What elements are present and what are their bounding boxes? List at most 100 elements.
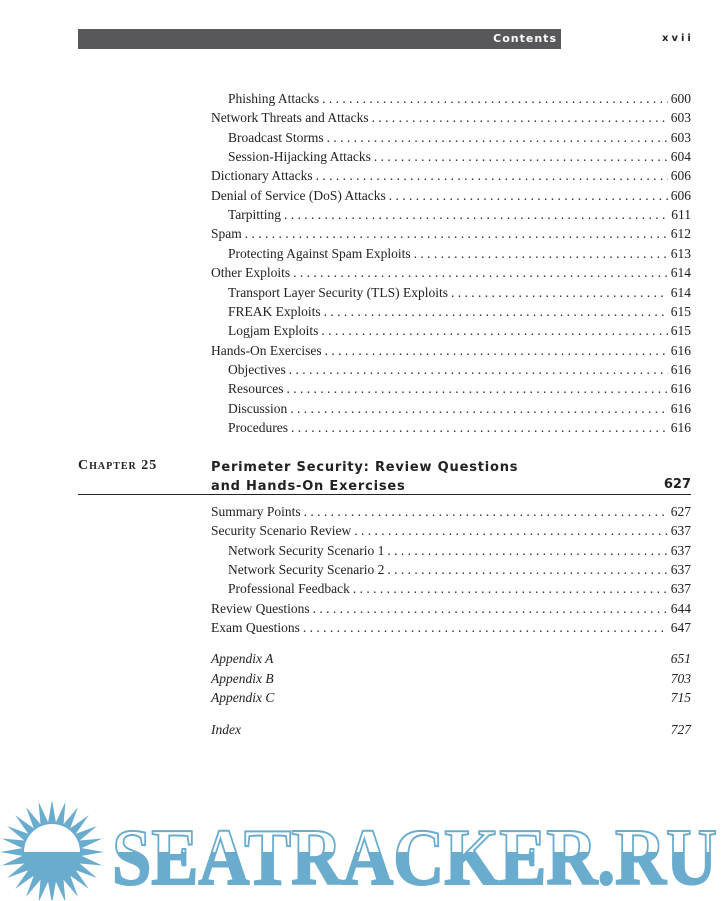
leader-dots xyxy=(324,304,668,320)
chapter-label: Chapter 25 xyxy=(78,458,158,473)
chapter-title: Perimeter Security: Review Questions and… xyxy=(211,458,518,496)
watermark-logo: SEATRACKER.RU SEATRACKER.RU xyxy=(0,800,718,900)
leader-dots xyxy=(354,523,668,539)
toc-entry[interactable]: Network Threats and Attacks 603 xyxy=(211,110,691,128)
toc-entry[interactable]: Appendix C 715 xyxy=(211,690,691,708)
toc-entry[interactable]: Session-Hijacking Attacks 604 xyxy=(228,149,691,167)
toc-entry-title: Objectives xyxy=(228,361,286,377)
toc-entry-page: 604 xyxy=(670,149,691,165)
toc-entry-title: Other Exploits xyxy=(211,265,291,281)
toc-entry-page: 637 xyxy=(670,542,691,558)
page-number: xvii xyxy=(662,33,694,44)
toc-entry-page: 603 xyxy=(670,110,691,126)
toc-entry-page: 614 xyxy=(670,284,691,300)
toc-entry[interactable]: Objectives 616 xyxy=(228,362,691,380)
toc-entry-page: 611 xyxy=(671,207,691,223)
leader-dots xyxy=(389,188,668,204)
watermark-text-fill: SEATRACKER.RU xyxy=(112,814,717,900)
chapter-title-line: and Hands-On Exercises xyxy=(211,479,406,494)
leader-dots xyxy=(414,246,668,262)
toc-entry-title: Tarpitting xyxy=(228,207,282,223)
toc-entry-title: Broadcast Storms xyxy=(228,129,324,145)
toc-entry-title: Appendix C xyxy=(211,690,275,705)
toc-entry-page: 616 xyxy=(670,342,691,358)
toc-entry[interactable]: Security Scenario Review 637 xyxy=(211,523,691,541)
toc-entry-title: FREAK Exploits xyxy=(228,303,321,319)
leader-dots xyxy=(289,362,668,378)
toc-entry[interactable]: Resources 616 xyxy=(228,381,691,399)
leader-dots xyxy=(322,91,668,107)
toc-entry-page: 703 xyxy=(670,670,691,686)
chapter-page: 627 xyxy=(663,477,691,492)
toc-entry-title: Resources xyxy=(228,381,284,397)
toc-entry-page: 606 xyxy=(670,168,691,184)
toc-entry[interactable]: Transport Layer Security (TLS) Exploits 6… xyxy=(228,285,691,303)
leader-dots xyxy=(245,226,668,242)
toc-entry-page: 612 xyxy=(670,226,691,242)
toc-entry-title: Spam xyxy=(211,226,242,242)
toc-entry-title: Review Questions xyxy=(211,600,310,616)
toc-entry[interactable]: Appendix A 651 xyxy=(211,651,691,669)
toc-entry-page: 615 xyxy=(670,323,691,339)
toc-entry-title: Denial of Service (DoS) Attacks xyxy=(211,187,386,203)
toc-entry-title: Network Security Scenario 1 xyxy=(228,542,385,558)
toc-entry[interactable]: Other Exploits 614 xyxy=(211,265,691,283)
toc-entry[interactable]: Broadcast Storms 603 xyxy=(228,130,691,148)
leader-dots xyxy=(387,543,667,559)
toc-entry[interactable]: Summary Points 627 xyxy=(211,504,691,522)
toc-entry-page: 715 xyxy=(670,690,691,705)
toc-entry[interactable]: FREAK Exploits 615 xyxy=(228,304,691,322)
leader-dots xyxy=(451,285,668,301)
leader-dots xyxy=(353,581,668,597)
index-page: 727 xyxy=(670,722,691,737)
leader-dots xyxy=(304,504,668,520)
toc-entry[interactable]: Denial of Service (DoS) Attacks 606 xyxy=(211,188,691,206)
toc-entry-title: Summary Points xyxy=(211,504,301,519)
toc-entry-title: Session-Hijacking Attacks xyxy=(228,149,371,165)
toc-entry[interactable]: Network Security Scenario 2 637 xyxy=(228,562,691,580)
chapter-rule xyxy=(78,494,691,495)
toc-entry[interactable]: Exam Questions 647 xyxy=(211,620,691,638)
toc-entry-title: Dictionary Attacks xyxy=(211,168,313,184)
toc-entry-page: 644 xyxy=(670,600,691,616)
toc-entry-page: 647 xyxy=(670,620,691,636)
leader-dots xyxy=(303,620,668,636)
toc-entry-page: 614 xyxy=(670,265,691,281)
toc-entry[interactable]: Spam 612 xyxy=(211,226,691,244)
toc-entry[interactable]: Phishing Attacks 600 xyxy=(228,91,691,109)
toc-entry-title: Discussion xyxy=(228,400,288,416)
leader-dots xyxy=(316,168,668,184)
toc-entry[interactable]: Logjam Exploits 615 xyxy=(228,323,691,341)
toc-entry[interactable]: Review Questions 644 xyxy=(211,601,691,619)
toc-entry[interactable]: Hands-On Exercises 616 xyxy=(211,343,691,361)
leader-dots xyxy=(325,343,668,359)
toc-entry[interactable]: Professional Feedback 637 xyxy=(228,581,691,599)
leader-dots xyxy=(313,601,668,617)
toc-entry-title: Phishing Attacks xyxy=(228,91,320,106)
toc-entry-page: 637 xyxy=(670,523,691,539)
leader-dots xyxy=(327,130,668,146)
toc-entry[interactable]: Protecting Against Spam Exploits 613 xyxy=(228,246,691,264)
toc-entry-page: 616 xyxy=(670,361,691,377)
toc-entry-page: 616 xyxy=(670,400,691,416)
toc-entry[interactable]: Procedures 616 xyxy=(228,420,691,438)
toc-entry-title: Professional Feedback xyxy=(228,581,350,597)
index-title: Index xyxy=(211,722,241,737)
running-header-bar: Contents xyxy=(78,29,561,49)
toc-entry[interactable]: Tarpitting 611 xyxy=(228,207,691,225)
leader-dots xyxy=(387,562,667,578)
toc-entry-title: Exam Questions xyxy=(211,620,300,636)
toc-entry[interactable]: Dictionary Attacks 606 xyxy=(211,168,691,186)
leader-dots xyxy=(286,381,667,397)
toc-entry[interactable]: Appendix B 703 xyxy=(211,671,691,689)
index-entry[interactable]: Index 727 xyxy=(211,722,691,740)
toc-entry-page: 627 xyxy=(670,504,691,519)
toc-entry-title: Network Threats and Attacks xyxy=(211,110,369,126)
toc-entry-page: 615 xyxy=(670,303,691,319)
toc-entry-title: Security Scenario Review xyxy=(211,523,352,539)
toc-entry-page: 637 xyxy=(670,581,691,597)
leader-dots xyxy=(291,420,668,436)
toc-entry[interactable]: Network Security Scenario 1 637 xyxy=(228,543,691,561)
toc-entry[interactable]: Discussion 616 xyxy=(228,401,691,419)
watermark-text-outline: SEATRACKER.RU xyxy=(112,814,717,900)
